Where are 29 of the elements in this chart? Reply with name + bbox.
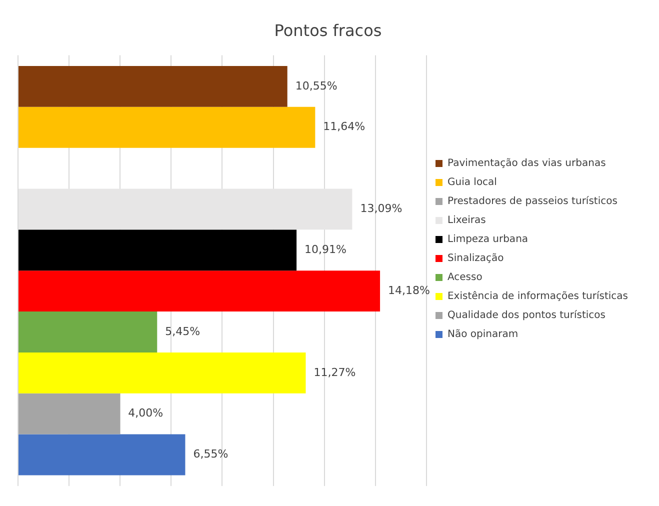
data-label: 14,18% [388,284,430,297]
legend-label: Existência de informações turísticas [447,291,628,302]
bar [18,188,352,230]
data-label: 11,64% [323,120,366,134]
legend-label: Prestadores de passeios turísticos [447,196,618,208]
legend-label: Guia local [447,177,497,188]
bar [18,230,297,271]
data-label: 13,09% [360,202,402,216]
bar [18,106,316,148]
legend-label: Limpeza urbana [447,234,528,246]
legend-label: Sinalização [447,253,504,264]
bar [18,270,380,312]
legend-label: Pavimentação das vias urbanas [447,158,606,170]
bar [18,434,186,476]
data-label: 10,55% [295,79,338,92]
legend-label: Qualidade dos pontos turísticos [447,310,606,322]
data-label: 4,00% [128,406,164,420]
legend-label: Lixeiras [447,215,486,226]
bar [18,352,306,394]
bar [18,312,158,352]
data-label: 11,27% [314,366,356,379]
bar [18,66,288,107]
bar [18,393,120,434]
data-label: 6,55% [193,448,228,461]
legend-label: Não opinaram [447,329,518,340]
data-label: 10,91% [304,242,346,256]
data-label: 5,45% [165,324,200,338]
legend-label: Acesso [447,272,482,284]
chart-title: Pontos fracos [274,20,382,40]
